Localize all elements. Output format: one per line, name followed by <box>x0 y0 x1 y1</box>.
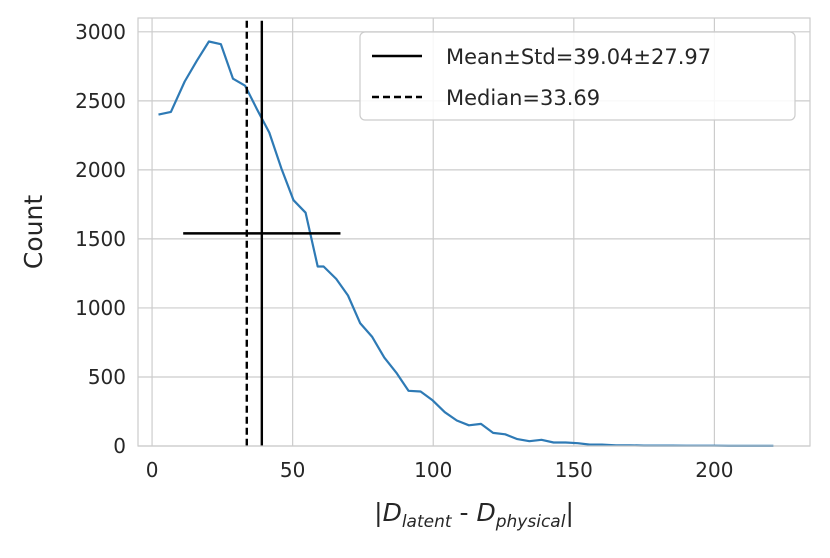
y-tick-label: 0 <box>113 434 126 458</box>
x-axis-title: |Dlatent - Dphysical| <box>374 498 574 532</box>
x-tick-label: 200 <box>695 458 733 482</box>
x-axis-title-d2: D <box>476 498 495 527</box>
legend-label: Mean±Std=39.04±27.97 <box>446 45 711 69</box>
x-tick-label: 0 <box>146 458 159 482</box>
x-axis-title-d1: D <box>383 498 402 527</box>
x-tick-label: 150 <box>555 458 593 482</box>
x-axis-title-close: | <box>565 498 573 527</box>
y-tick-label: 2500 <box>75 89 126 113</box>
y-tick-label: 1000 <box>75 296 126 320</box>
legend-label: Median=33.69 <box>446 86 600 110</box>
x-axis-title-open: | <box>374 498 382 527</box>
x-axis-title-sub2: physical <box>495 512 566 532</box>
y-tick-label: 1500 <box>75 227 126 251</box>
y-tick-label: 3000 <box>75 20 126 44</box>
x-axis-title-sep: - <box>452 498 477 527</box>
y-tick-label: 2000 <box>75 158 126 182</box>
x-tick-label: 100 <box>414 458 452 482</box>
y-tick-label: 500 <box>88 365 126 389</box>
y-axis-title: Count <box>19 195 48 269</box>
x-axis-title-sub1: latent <box>402 512 453 532</box>
x-tick-label: 50 <box>280 458 305 482</box>
legend: Mean±Std=39.04±27.97 Median=33.69 <box>360 32 795 120</box>
